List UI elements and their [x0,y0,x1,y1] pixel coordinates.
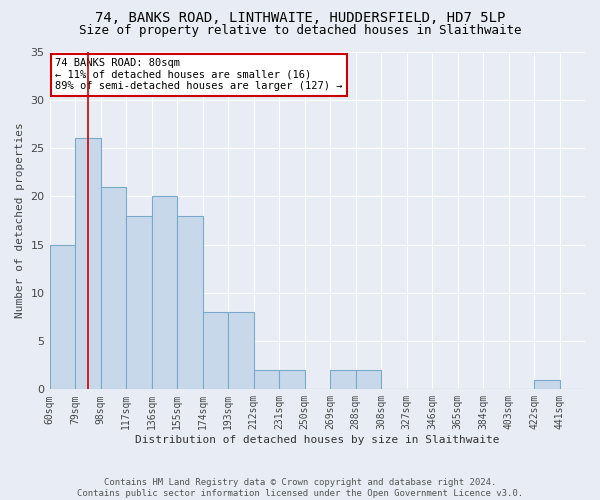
Bar [177,216,203,390]
Text: 74 BANKS ROAD: 80sqm
← 11% of detached houses are smaller (16)
89% of semi-detac: 74 BANKS ROAD: 80sqm ← 11% of detached h… [55,58,343,92]
X-axis label: Distribution of detached houses by size in Slaithwaite: Distribution of detached houses by size … [135,435,500,445]
Bar [279,370,305,390]
Bar [228,312,254,390]
Text: Size of property relative to detached houses in Slaithwaite: Size of property relative to detached ho… [79,24,521,37]
Bar [203,312,228,390]
Bar [101,186,126,390]
Bar [534,380,560,390]
Bar [152,196,177,390]
Bar [356,370,381,390]
Bar [50,244,75,390]
Bar [330,370,356,390]
Bar [126,216,152,390]
Y-axis label: Number of detached properties: Number of detached properties [15,122,25,318]
Bar [254,370,279,390]
Text: 74, BANKS ROAD, LINTHWAITE, HUDDERSFIELD, HD7 5LP: 74, BANKS ROAD, LINTHWAITE, HUDDERSFIELD… [95,12,505,26]
Bar [75,138,101,390]
Text: Contains HM Land Registry data © Crown copyright and database right 2024.
Contai: Contains HM Land Registry data © Crown c… [77,478,523,498]
